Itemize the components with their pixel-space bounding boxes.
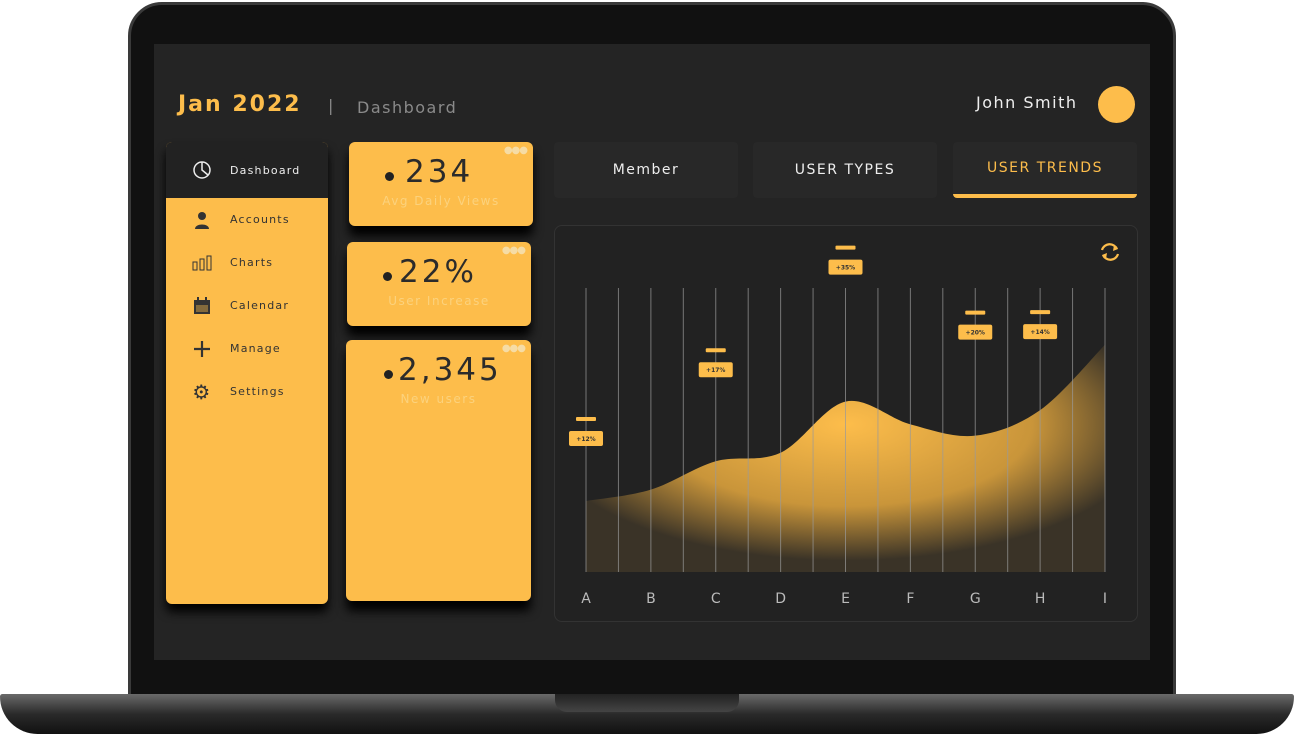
page-title: Jan 2022: [178, 92, 302, 117]
annotation-badge: [958, 324, 993, 340]
annotation-marker: [835, 245, 856, 250]
tab-user-trends[interactable]: USER TRENDS: [953, 142, 1137, 198]
laptop-notch: [555, 694, 739, 712]
x-tick-label: E: [841, 591, 850, 607]
pie-chart-icon: [192, 160, 212, 180]
x-tick-label: I: [1103, 591, 1107, 607]
breadcrumb[interactable]: Dashboard: [357, 98, 458, 117]
stat-value: 234: [405, 154, 474, 190]
sidebar: Dashboard Accounts Charts Calendar Manag…: [166, 142, 328, 604]
annotation-marker: [965, 310, 986, 315]
annotation-marker: [1030, 310, 1051, 315]
x-tick-label: F: [906, 591, 914, 607]
sidebar-item-label: Settings: [230, 385, 285, 398]
x-tick-label: A: [581, 591, 591, 607]
tab-user-types[interactable]: USER TYPES: [753, 142, 937, 198]
stat-label: User Increase: [388, 294, 490, 308]
calendar-icon: [192, 296, 212, 316]
annotation-label: +20%: [966, 330, 985, 337]
annotation-label: +12%: [576, 436, 595, 443]
x-tick-label: D: [775, 591, 786, 607]
annotation-badge: [1023, 324, 1058, 340]
sidebar-item-label: Charts: [230, 256, 274, 269]
bar-chart-icon: [192, 253, 212, 273]
x-tick-label: H: [1035, 591, 1046, 607]
user-name[interactable]: John Smith: [976, 93, 1078, 112]
annotation-badge: [828, 259, 863, 275]
sidebar-item-manage[interactable]: Manage: [166, 327, 328, 370]
stat-value: 22%: [399, 254, 477, 290]
more-icon[interactable]: ●●●: [503, 145, 528, 156]
annotation-marker: [705, 348, 726, 353]
sidebar-item-label: Manage: [230, 342, 281, 355]
more-icon[interactable]: ●●●: [501, 245, 526, 256]
sidebar-item-settings[interactable]: ⚙ Settings: [166, 370, 328, 413]
dashboard-screen: Jan 2022 | Dashboard John Smith Dashboar…: [154, 44, 1150, 660]
refresh-icon[interactable]: [1100, 243, 1120, 261]
sidebar-item-accounts[interactable]: Accounts: [166, 198, 328, 241]
stat-card-new-users[interactable]: ●●● 2,345 New users: [346, 340, 531, 601]
user-icon: [192, 210, 212, 230]
x-tick-label: B: [646, 591, 656, 607]
tab-member[interactable]: Member: [554, 142, 738, 198]
x-tick-label: C: [711, 591, 721, 607]
bullet-icon: [383, 272, 392, 281]
annotation-label: +14%: [1030, 329, 1049, 336]
bullet-icon: [384, 370, 393, 379]
x-tick-label: G: [970, 591, 981, 607]
trend-chart: A B C D E F G H I +12% +17% +35% +20% +14%: [569, 243, 1120, 607]
stat-label: Avg Daily Views: [382, 194, 500, 208]
sidebar-item-label: Calendar: [230, 299, 290, 312]
stat-value: 2,345: [398, 352, 502, 388]
bullet-icon: [385, 172, 394, 181]
plus-icon: [192, 339, 212, 359]
annotation-label: +17%: [706, 367, 725, 374]
stat-label: New users: [400, 392, 477, 406]
gear-icon: ⚙: [192, 379, 212, 404]
avatar[interactable]: [1098, 86, 1135, 123]
more-icon[interactable]: ●●●: [501, 343, 526, 354]
stat-card-views[interactable]: ●●● 234 Avg Daily Views: [349, 142, 533, 226]
sidebar-item-calendar[interactable]: Calendar: [166, 284, 328, 327]
sidebar-item-label: Dashboard: [230, 163, 301, 177]
annotation-label: +35%: [836, 265, 855, 272]
stat-card-increase[interactable]: ●●● 22% User Increase: [347, 242, 531, 326]
title-separator: |: [328, 96, 334, 115]
annotation-marker: [576, 417, 596, 421]
sidebar-item-label: Accounts: [230, 213, 290, 226]
annotation-badge: [698, 362, 733, 378]
sidebar-item-dashboard[interactable]: Dashboard: [166, 142, 328, 198]
annotation-badge: [569, 431, 603, 446]
sidebar-item-charts[interactable]: Charts: [166, 241, 328, 284]
